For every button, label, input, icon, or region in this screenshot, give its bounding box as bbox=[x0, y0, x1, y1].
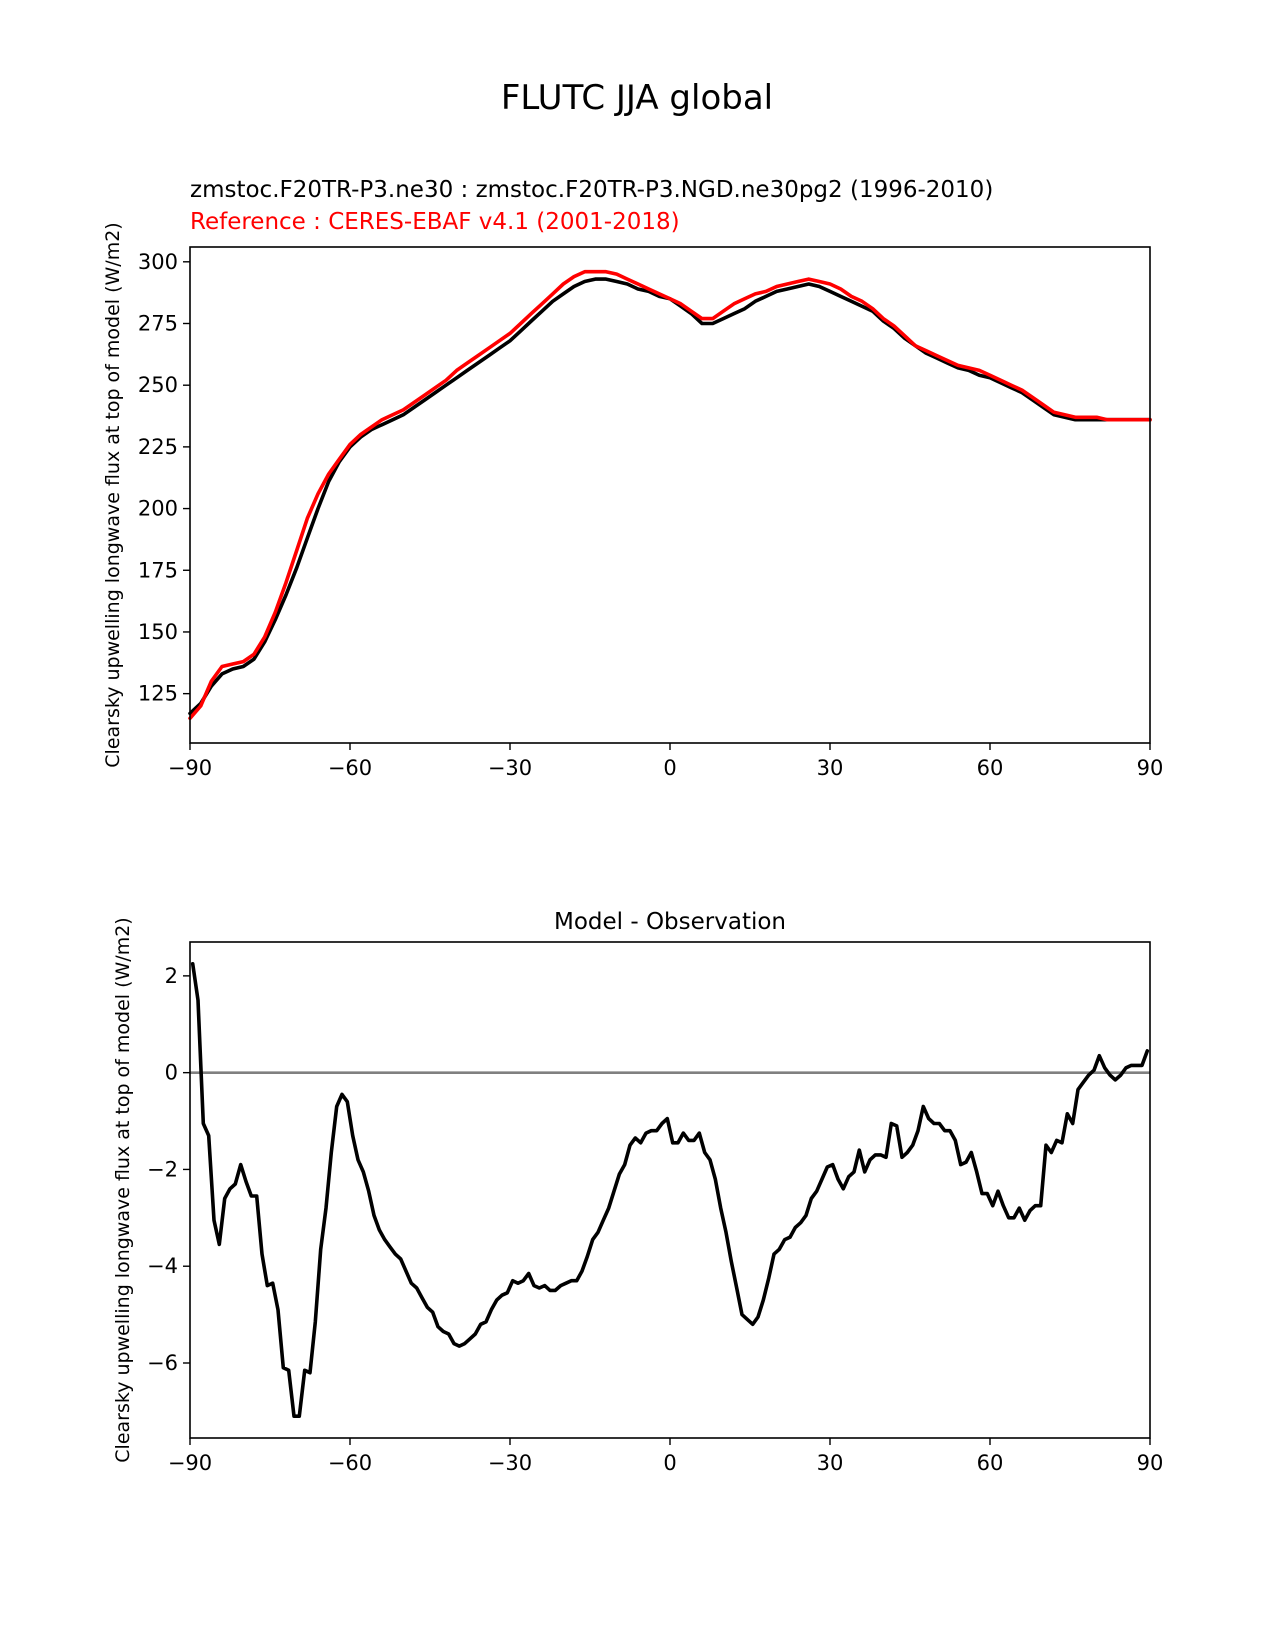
top-panel-subtitle: zmstoc.F20TR-P3.ne30 : zmstoc.F20TR-P3.N… bbox=[190, 177, 993, 203]
top-panel-x-tick-label: −30 bbox=[488, 756, 532, 780]
bottom-panel-y-axis-label: Clearsky upwelling longwave flux at top … bbox=[112, 917, 134, 1462]
top-panel-y-tick-label: 300 bbox=[138, 250, 178, 274]
top-panel-y-tick-label: 125 bbox=[138, 682, 178, 706]
bottom-panel: Model - Observation Clearsky upwelling l… bbox=[112, 909, 1163, 1475]
bottom-panel-y-tick-label: −4 bbox=[147, 1254, 178, 1278]
top-panel-y-tick-label: 250 bbox=[138, 373, 178, 397]
bottom-panel-y-tick-label: −2 bbox=[147, 1157, 178, 1181]
top-panel-x-tick-label: −90 bbox=[168, 756, 212, 780]
bottom-panel-title: Model - Observation bbox=[554, 909, 786, 935]
top-panel-series bbox=[188, 269, 1152, 721]
top-panel-series-line-0 bbox=[188, 277, 1152, 716]
top-panel-y-tick-label: 150 bbox=[138, 620, 178, 644]
top-panel-y-tick-label: 275 bbox=[138, 311, 178, 335]
bottom-panel-x-tick-label: 60 bbox=[977, 1451, 1004, 1475]
figure-title: FLUTC JJA global bbox=[501, 78, 773, 118]
top-panel: zmstoc.F20TR-P3.ne30 : zmstoc.F20TR-P3.N… bbox=[102, 177, 1163, 780]
top-panel-y-tick-label: 200 bbox=[138, 497, 178, 521]
top-panel-x-tick-label: 30 bbox=[817, 756, 844, 780]
bottom-panel-series-line-0 bbox=[190, 961, 1150, 1418]
top-panel-x-tick-label: 60 bbox=[977, 756, 1004, 780]
top-panel-x-tick-label: −60 bbox=[328, 756, 372, 780]
top-panel-y-axis-label: Clearsky upwelling longwave flux at top … bbox=[102, 222, 124, 767]
bottom-panel-x-tick-label: −90 bbox=[168, 1451, 212, 1475]
top-panel-x-tick-label: 90 bbox=[1137, 756, 1164, 780]
bottom-panel-frame bbox=[189, 941, 1151, 1439]
bottom-panel-series bbox=[190, 961, 1150, 1418]
bottom-panel-y-tick-label: 0 bbox=[165, 1061, 178, 1085]
top-panel-y-tick-label: 175 bbox=[138, 558, 178, 582]
bottom-panel-x-tick-label: 0 bbox=[663, 1451, 676, 1475]
bottom-panel-x-tick-label: −60 bbox=[328, 1451, 372, 1475]
top-panel-reference-label: Reference : CERES-EBAF v4.1 (2001-2018) bbox=[190, 209, 680, 235]
top-panel-frame bbox=[189, 246, 1151, 744]
top-panel-axes: −90 −60 −30 0 30 60 90 125 150 175 200 225 250 275 300 bbox=[138, 250, 1163, 780]
bottom-panel-y-tick-label: 2 bbox=[165, 964, 178, 988]
bottom-panel-x-tick-label: 30 bbox=[817, 1451, 844, 1475]
bottom-panel-axes: −90 −60 −30 0 30 60 90 −6 −4 −2 0 2 bbox=[147, 964, 1163, 1475]
top-panel-series-line-1 bbox=[188, 269, 1152, 721]
bottom-panel-y-tick-label: −6 bbox=[147, 1351, 178, 1375]
top-panel-y-tick-label: 225 bbox=[138, 435, 178, 459]
top-panel-x-tick-label: 0 bbox=[663, 756, 676, 780]
bottom-panel-x-tick-label: 90 bbox=[1137, 1451, 1164, 1475]
bottom-panel-x-tick-label: −30 bbox=[488, 1451, 532, 1475]
